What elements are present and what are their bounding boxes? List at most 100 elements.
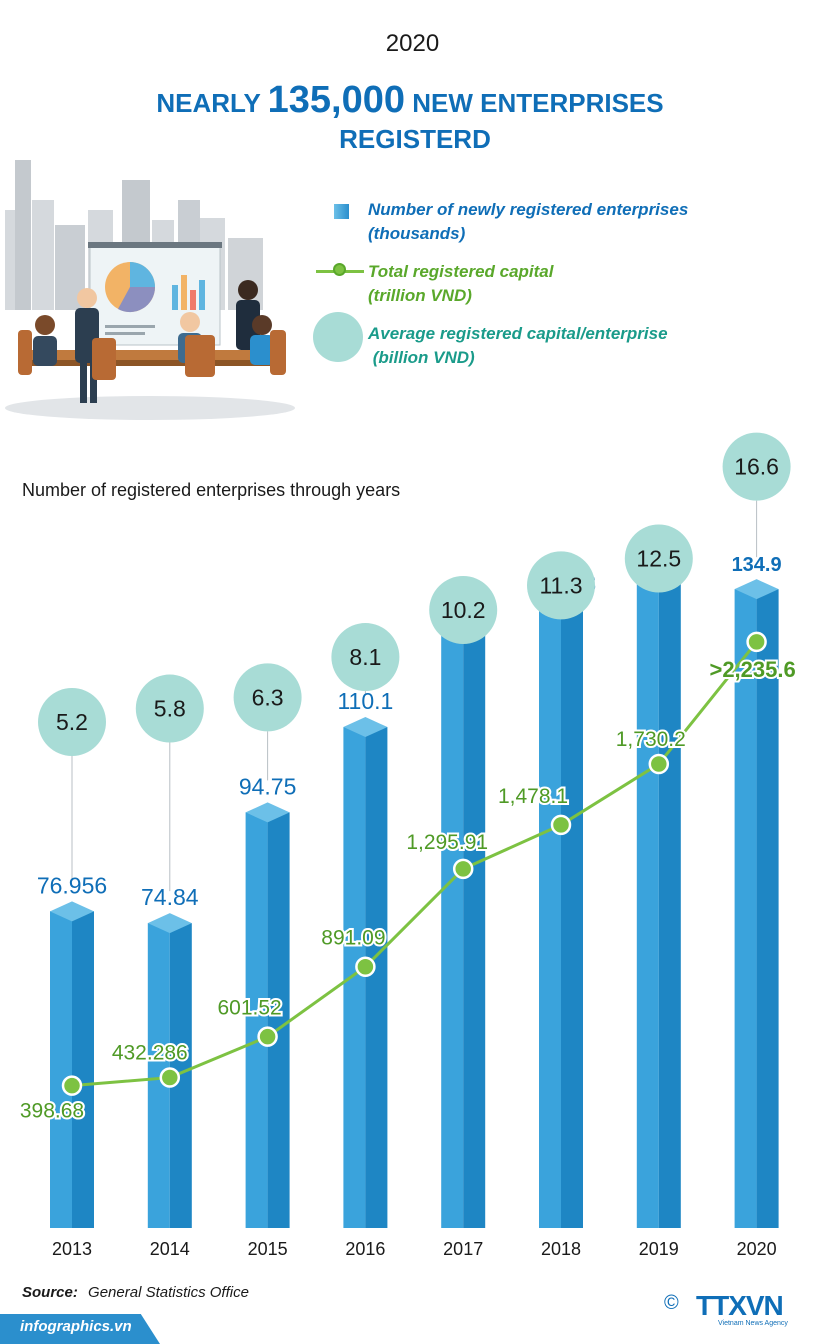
meeting-table-icon — [20, 350, 280, 366]
presentation-board-icon — [88, 242, 222, 346]
legend-item-circle: Average registered capital/enterprise (b… — [313, 312, 736, 382]
capital-label-2015: 601.52 — [217, 997, 281, 1020]
bubble-2014 — [135, 674, 204, 743]
bar-top-2020 — [734, 579, 779, 600]
bubble-2013 — [38, 688, 106, 756]
source-text: General Statistics Office — [88, 1284, 249, 1301]
bar-side-2013 — [72, 911, 94, 1228]
bubble-2016 — [331, 623, 400, 692]
chart-subtitle: Number of registered enterprises through… — [22, 480, 401, 500]
bar-2015 — [245, 812, 268, 1228]
bar-value-label-2013: 76.956 — [37, 872, 107, 898]
meeting-illustration — [5, 160, 295, 420]
legend-circle-swatch — [313, 312, 363, 362]
bubble-2019 — [624, 524, 693, 593]
capital-label-2016: 891.09 — [321, 927, 385, 950]
x-tick-2013: 2013 — [52, 1239, 92, 1259]
capital-point-2014 — [159, 1067, 181, 1088]
legend-circle-text: Average registered capital/enterprise (b… — [368, 322, 668, 370]
bar-top-2013 — [50, 901, 94, 922]
bar-2018 — [539, 609, 561, 1228]
source-note: Source: General Statistics Office — [22, 1284, 249, 1301]
x-tick-2015: 2015 — [248, 1239, 288, 1259]
legend-bars-line1: Number of newly registered enterprises — [368, 200, 689, 219]
title-big-number: 135,000 — [267, 79, 406, 121]
bar-side-2017 — [463, 633, 486, 1228]
x-tick-2018: 2018 — [541, 1239, 581, 1259]
bubble-2018 — [527, 551, 595, 620]
bubble-label-2016: 8.1 — [349, 644, 381, 670]
bar-2013 — [50, 911, 72, 1228]
capital-point-2020 — [746, 631, 767, 653]
capital-point-2019 — [648, 753, 670, 775]
capital-point-2015 — [257, 1026, 278, 1047]
bar-side-2019 — [658, 571, 681, 1228]
copyright-icon: © — [664, 1292, 679, 1314]
agency-logo-sub: Vietnam News Agency — [718, 1320, 788, 1327]
bar-value-label-2014: 74.84 — [141, 884, 199, 910]
x-tick-2017: 2017 — [443, 1239, 483, 1259]
bubble-2020 — [722, 432, 791, 501]
bar-2017 — [441, 633, 464, 1228]
bar-top-2015 — [245, 802, 290, 823]
bubble-label-2014: 5.8 — [154, 696, 186, 722]
legend-line-line1: Total registered capital — [368, 262, 554, 281]
bar-2019 — [636, 571, 659, 1228]
capital-label-2020: >2,235.6 — [709, 657, 795, 682]
capital-label-2018: 1,478.1 — [498, 785, 568, 808]
x-tick-2016: 2016 — [345, 1239, 385, 1259]
legend-bars-line2: (thousands) — [368, 224, 466, 243]
page-title-line2: REGISTERD — [339, 124, 491, 154]
header-year: 2020 — [385, 30, 440, 57]
legend-line-text: Total registered capital (trillion VND) — [368, 260, 553, 308]
footer-site[interactable]: infographics.vn — [20, 1318, 132, 1335]
x-tick-2020: 2020 — [737, 1239, 777, 1259]
legend-dot-swatch — [333, 263, 346, 276]
bar-value-label-2020: 134.9 — [732, 554, 782, 576]
bar-side-2020 — [756, 589, 779, 1228]
bar-side-2018 — [561, 609, 583, 1228]
title-pre: NEARLY — [156, 88, 268, 118]
bar-top-2016 — [343, 717, 388, 738]
bubble-2017 — [429, 576, 498, 644]
bar-2020 — [734, 589, 757, 1228]
bubble-label-2019: 12.5 — [636, 545, 681, 571]
capital-line — [71, 640, 758, 1088]
bar-side-2015 — [267, 812, 290, 1228]
legend-circle-line1: Average registered capital/enterprise — [368, 324, 668, 343]
bar-2016 — [343, 727, 366, 1228]
capital-point-2018 — [550, 814, 572, 836]
bubble-label-2018: 11.3 — [539, 572, 582, 598]
bubble-2015 — [233, 663, 302, 732]
legend-bar-swatch — [334, 204, 349, 219]
bar-value-label-2016: 110.1 — [337, 688, 393, 714]
capital-label-2013: 398.68 — [20, 1100, 84, 1123]
page-title: NEARLY 135,000 NEW ENTERPRISES — [0, 79, 825, 121]
capital-label-2014: 432.286 — [112, 1042, 188, 1065]
bubble-label-2015: 6.3 — [252, 684, 284, 710]
title-post: NEW ENTERPRISES — [405, 88, 664, 118]
legend-item-line: Total registered capital (trillion VND) — [316, 258, 736, 320]
bar-top-2014 — [147, 913, 192, 934]
legend-circle-line2: (billion VND) — [368, 348, 475, 367]
legend-bars-text: Number of newly registered enterprises (… — [368, 198, 688, 246]
chart-legend: Number of newly registered enterprises (… — [313, 196, 736, 382]
bar-value-label-2015: 94.75 — [239, 773, 297, 799]
legend-item-bars: Number of newly registered enterprises (… — [316, 196, 736, 258]
bubble-label-2013: 5.2 — [56, 709, 88, 735]
capital-point-2016 — [355, 956, 376, 977]
capital-point-2013 — [61, 1075, 83, 1096]
legend-line-line2: (trillion VND) — [368, 286, 472, 305]
bubble-label-2020: 16.6 — [734, 454, 779, 480]
capital-label-2017: 1,295.91 — [406, 831, 488, 854]
bar-side-2014 — [169, 923, 192, 1228]
x-tick-2014: 2014 — [150, 1239, 190, 1259]
bar-side-2016 — [365, 727, 388, 1228]
capital-label-2019: 1,730.2 — [616, 728, 686, 751]
source-label: Source: — [22, 1284, 78, 1301]
capital-point-2017 — [452, 858, 474, 880]
chairs-icon — [18, 330, 286, 380]
footer-banner: infographics.vn — [0, 1314, 160, 1344]
agency-logo: TTXVN — [696, 1290, 784, 1321]
